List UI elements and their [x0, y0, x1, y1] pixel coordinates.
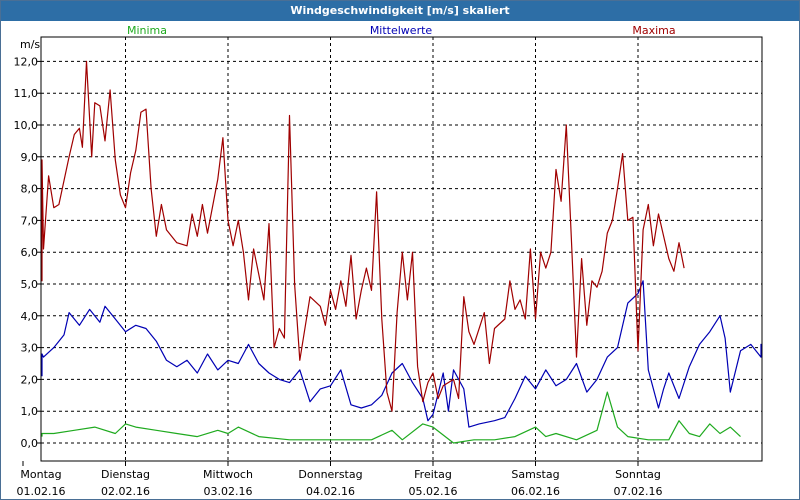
- grid-lines: [41, 37, 762, 461]
- x-tick-day-label: Freitag: [414, 468, 452, 481]
- x-tick-day-label: Montag: [20, 468, 61, 481]
- x-tick-date-label: 07.02.16: [614, 485, 663, 498]
- y-tick-label: 11,0: [14, 87, 39, 100]
- x-tick-date-label: 01.02.16: [17, 485, 66, 498]
- legend-label-mittelwerte: Mittelwerte: [370, 24, 433, 37]
- x-tick-date-label: 02.02.16: [101, 485, 150, 498]
- legend-label-minima: Minima: [127, 24, 167, 37]
- chart-title: Windgeschwindigkeit [m/s] skaliert: [290, 4, 510, 17]
- x-tick-date-label: 03.02.16: [204, 485, 253, 498]
- x-tick-day-label: Donnerstag: [298, 468, 362, 481]
- y-axis-label: m/s: [20, 38, 40, 51]
- y-tick-label: 6,0: [21, 246, 39, 259]
- legend: Minima Mittelwerte Maxima: [127, 24, 676, 37]
- x-tick-day-label: Samstag: [511, 468, 559, 481]
- title-bar: Windgeschwindigkeit [m/s] skaliert: [1, 1, 799, 21]
- y-tick-label: 0,0: [21, 437, 39, 450]
- y-tick-label: 5,0: [21, 278, 39, 291]
- legend-label-maxima: Maxima: [632, 24, 675, 37]
- x-tick-date-label: 05.02.16: [409, 485, 458, 498]
- y-tick-label: 2,0: [21, 373, 39, 386]
- x-tick-date-label: 04.02.16: [306, 485, 355, 498]
- y-tick-label: 4,0: [21, 310, 39, 323]
- y-tick-label: 3,0: [21, 342, 39, 355]
- series-lines: [41, 60, 762, 444]
- series-line-minima: [41, 391, 741, 444]
- x-tick-day-label: Dienstag: [101, 468, 150, 481]
- x-tick-day-label: Mittwoch: [203, 468, 253, 481]
- x-axis-ticks: Montag 01.02.16 Dienstag 02.02.16 Mittwoch 03…: [17, 461, 663, 498]
- y-tick-label: 12,0: [14, 55, 39, 68]
- y-tick-label: 9,0: [21, 151, 39, 164]
- y-axis-ticks: 0,0 1,0 2,0 3,0 4,0 5,0 6,0 7,0 8,0 9,0 10,0 11,0 12…: [14, 55, 41, 450]
- x-tick-day-label: Sonntag: [615, 468, 661, 481]
- plot-area: [40, 36, 763, 462]
- chart-plot: 0,0 1,0 2,0 3,0 4,0 5,0 6,0 7,0 8,0 9,0 10,0 11,0 12…: [1, 21, 799, 499]
- y-tick-label: 10,0: [14, 119, 39, 132]
- series-line-maxima: [41, 60, 685, 412]
- y-tick-label: 1,0: [21, 405, 39, 418]
- x-tick-date-label: 06.02.16: [511, 485, 560, 498]
- y-tick-label: 7,0: [21, 214, 39, 227]
- y-tick-label: 8,0: [21, 183, 39, 196]
